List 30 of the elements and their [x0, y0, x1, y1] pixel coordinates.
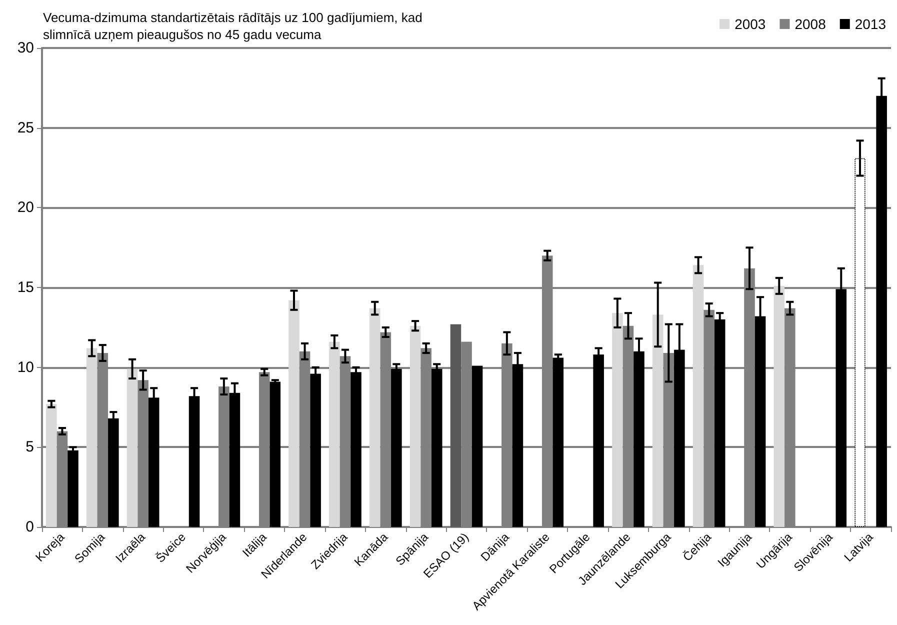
- y-tick-label: 30: [17, 40, 34, 56]
- chart-title: Vecuma-dzimuma standartizētais rādītājs uz 100 gadījumiem, kad slimnīcā uzņem pieaugušos no 45 gadu vecuma: [43, 10, 426, 42]
- bar: [329, 342, 340, 527]
- bar: [126, 368, 138, 527]
- y-tick-label: 5: [26, 438, 34, 456]
- y-tick-label: 20: [17, 199, 34, 216]
- legend-label: 2013: [854, 16, 886, 32]
- y-tick-label: 25: [17, 119, 34, 136]
- bar: [369, 308, 380, 527]
- bar: [450, 324, 462, 527]
- y-tick-label: 0: [26, 518, 34, 536]
- bar: [410, 326, 421, 527]
- legend-label: 2008: [794, 16, 826, 32]
- bar: [774, 286, 785, 527]
- bar: [350, 372, 362, 527]
- y-tick-label: 10: [17, 358, 34, 376]
- legend-label: 2003: [734, 16, 766, 32]
- bar: [612, 313, 623, 527]
- bar: [472, 366, 483, 527]
- bar: [391, 368, 402, 527]
- bar: [552, 358, 564, 527]
- bar: [652, 314, 664, 527]
- bar: [692, 265, 704, 527]
- bar: [68, 450, 78, 527]
- bar: [288, 300, 300, 527]
- bar: [86, 348, 98, 527]
- y-tick-label: 15: [17, 279, 34, 296]
- bar: [431, 368, 442, 527]
- bar: [46, 404, 57, 527]
- bar: [270, 382, 281, 527]
